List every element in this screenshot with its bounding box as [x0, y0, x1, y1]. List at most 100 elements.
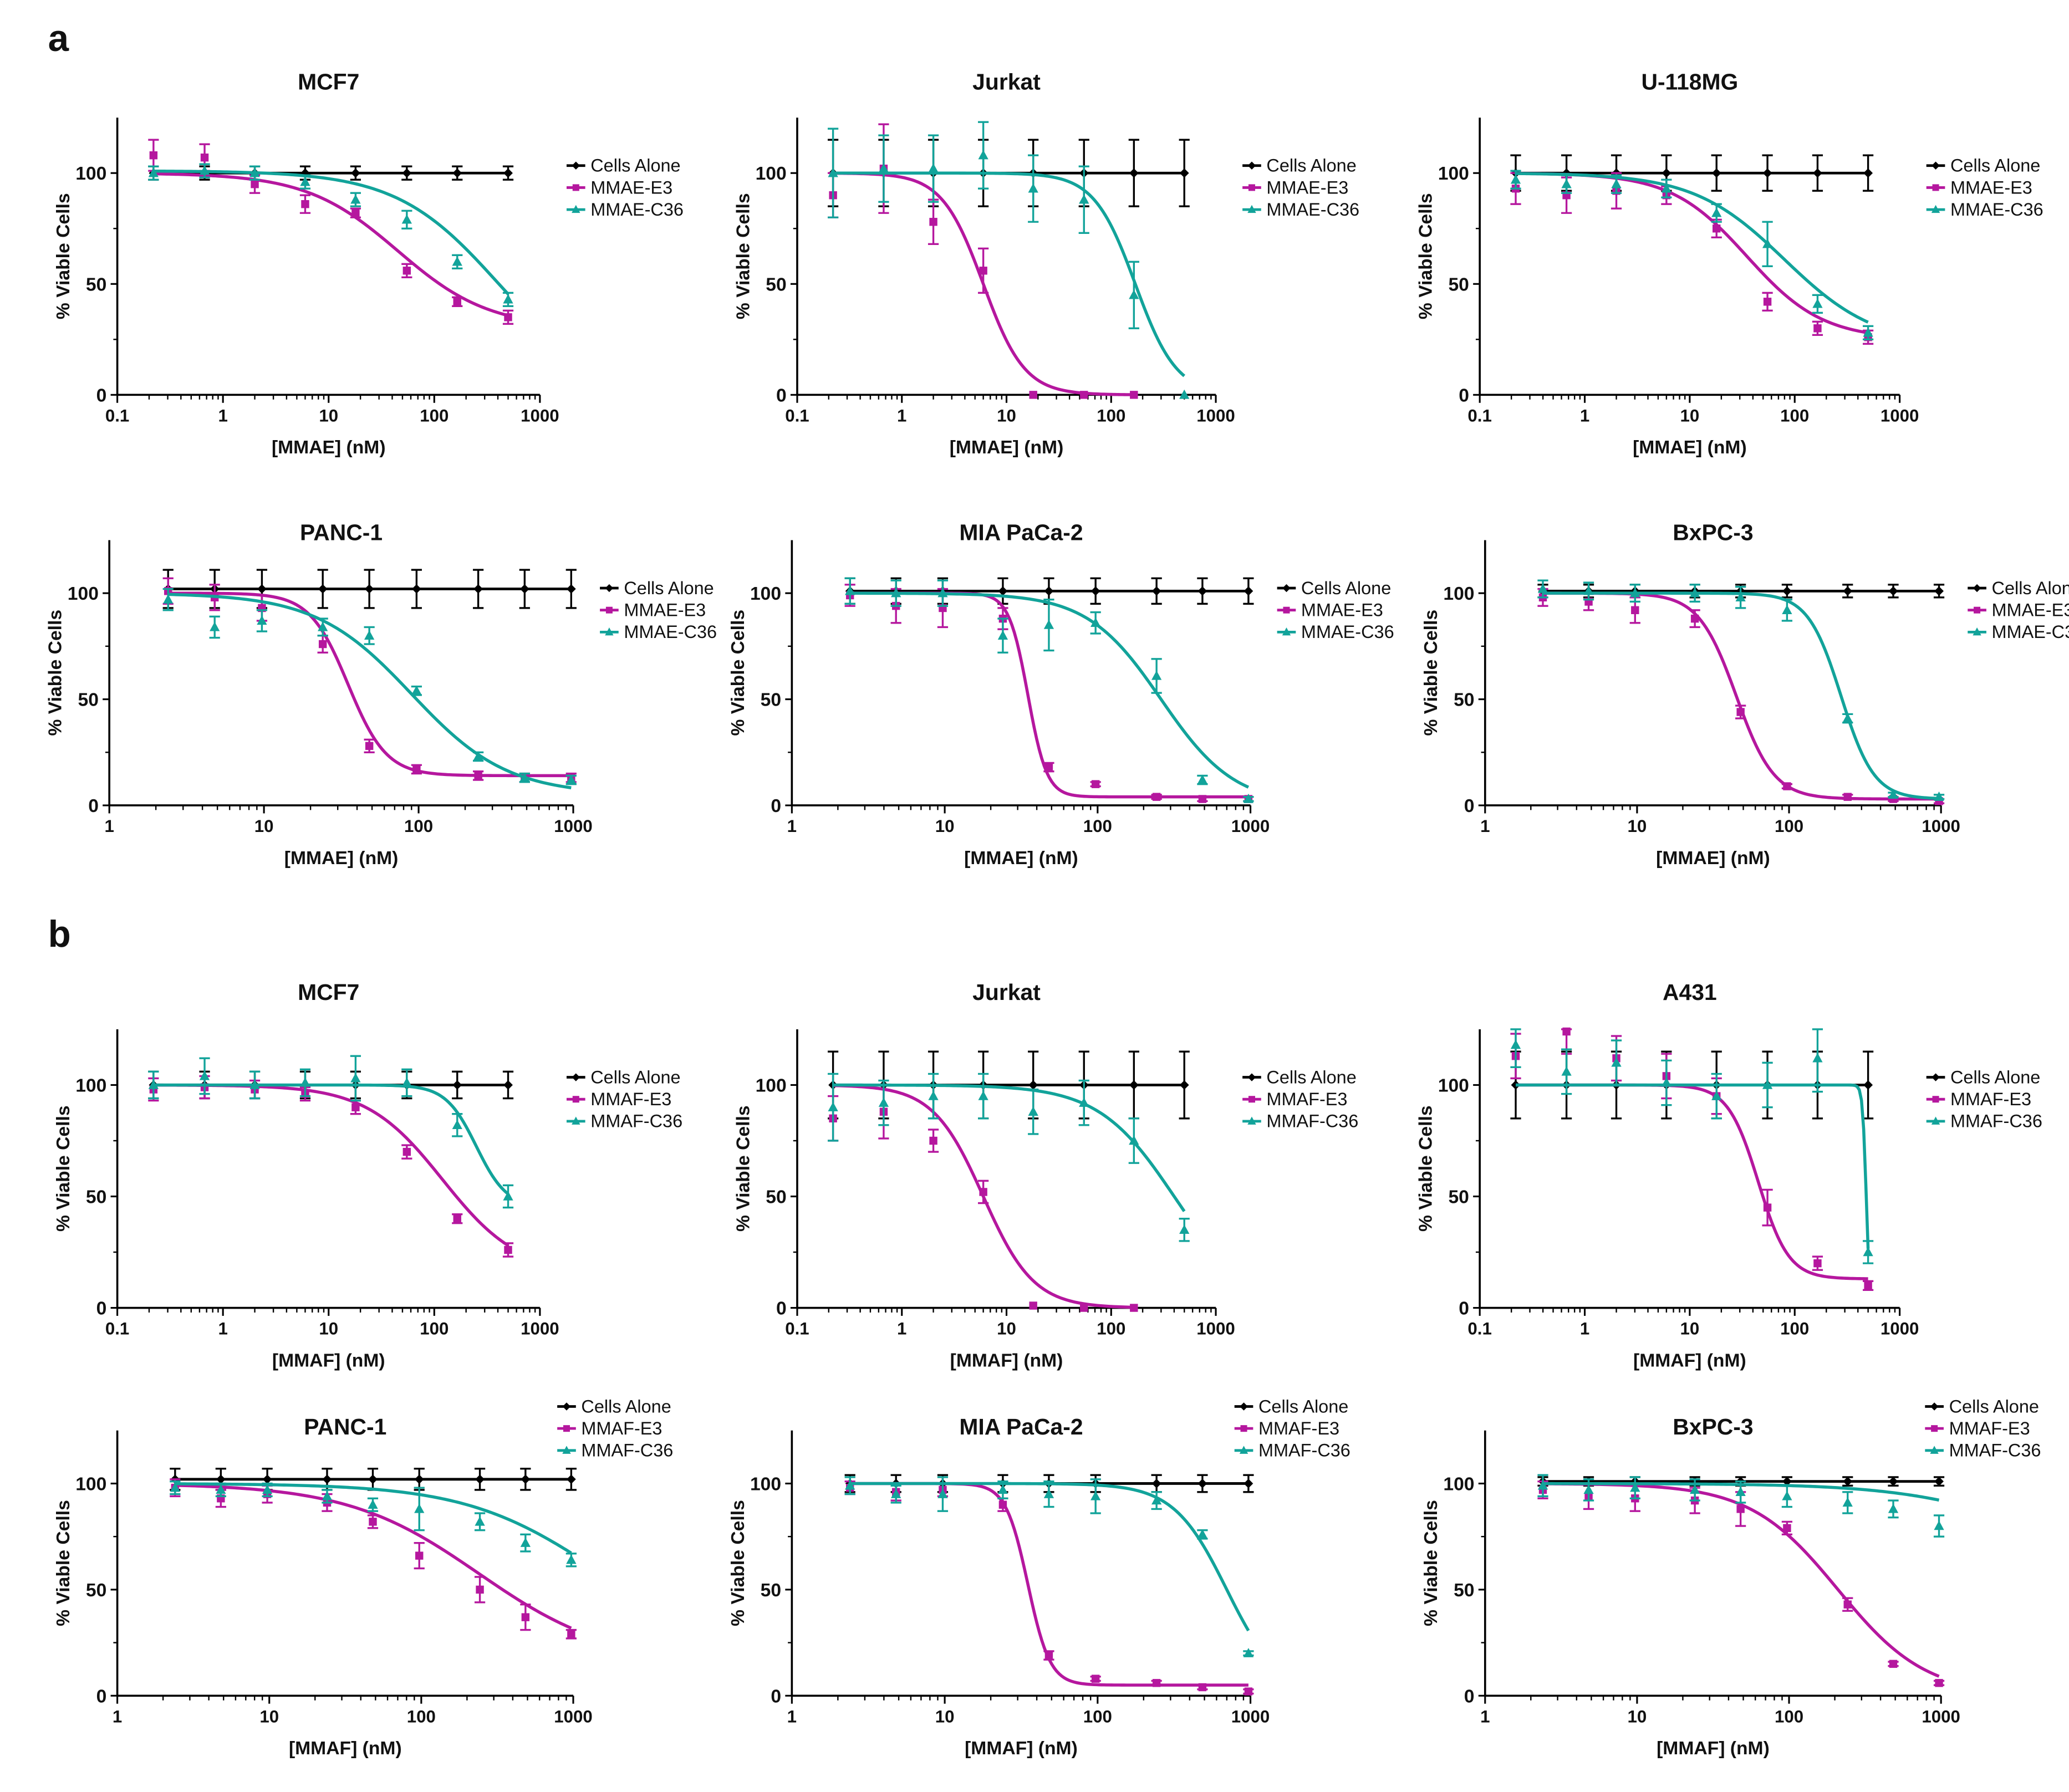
fit-curve	[1516, 1083, 1870, 1249]
data-point-diamond	[1782, 1477, 1792, 1487]
panel-letter-b: b	[48, 913, 71, 955]
data-point-square	[412, 765, 421, 774]
legend-marker	[572, 184, 579, 191]
data-point-triangle	[828, 1102, 838, 1111]
data-point-triangle	[566, 774, 577, 784]
data-point-diamond	[1129, 1080, 1139, 1090]
chart-1: Jurkat 0 50 100 0.1 1 10 100 1000 [MMAE] (nM) % Vi…	[733, 69, 1359, 458]
legend-label: MMAE-C36	[624, 622, 717, 642]
data-point-diamond	[1888, 586, 1898, 596]
legend-label: Cells Alone	[1301, 578, 1391, 598]
data-point-square	[1080, 391, 1088, 399]
x-tick-label: 1	[113, 1707, 122, 1726]
x-tick-label: 1000	[1196, 406, 1235, 425]
y-tick-label: 0	[96, 1299, 107, 1319]
chart-title: Jurkat	[972, 69, 1041, 95]
data-point-triangle	[1243, 1648, 1254, 1657]
data-point-triangle	[148, 167, 159, 177]
data-point-triangle	[1934, 1520, 1944, 1530]
data-point-triangle	[1782, 605, 1792, 615]
legend-marker	[1932, 1096, 1939, 1103]
data-point-square	[351, 209, 360, 217]
data-point-square	[1091, 780, 1100, 788]
legend-marker	[572, 1116, 580, 1125]
legend-label: MMAF-E3	[1258, 1418, 1339, 1438]
x-tick-label: 0.1	[105, 1319, 129, 1339]
x-tick-label: 10	[997, 406, 1016, 425]
series-2	[1537, 1474, 1945, 1538]
legend-marker	[1973, 584, 1981, 593]
data-point-square	[504, 313, 512, 321]
legend-label: MMAE-C36	[1950, 200, 2043, 219]
data-point-triangle	[210, 621, 220, 631]
data-point-square	[1198, 1683, 1207, 1692]
data-point-triangle	[1079, 194, 1089, 204]
data-point-triangle	[1090, 1490, 1101, 1500]
y-axis-label: % Viable Cells	[53, 193, 74, 319]
data-point-diamond	[322, 1474, 332, 1484]
legend-marker	[1932, 1073, 1940, 1081]
data-point-square	[251, 180, 259, 188]
chart-title: MCF7	[298, 979, 359, 1005]
legend-label: MMAE-E3	[1950, 177, 2032, 197]
y-tick-label: 100	[1443, 584, 1474, 604]
legend-label: MMAF-C36	[581, 1441, 673, 1461]
y-axis-label: % Viable Cells	[1421, 1500, 1441, 1626]
chart-title: BxPC-3	[1673, 519, 1753, 545]
legend-marker	[1930, 1402, 1939, 1411]
data-point-triangle	[1179, 389, 1190, 399]
data-point-square	[504, 1245, 512, 1254]
series-2	[1537, 579, 1945, 801]
chart-6: MCF7 0 50 100 0.1 1 10 100 1000 [MMAF] (nM) % Viab…	[53, 979, 682, 1371]
data-point-triangle	[1583, 1484, 1594, 1494]
data-point-triangle	[1043, 1488, 1054, 1498]
data-point-triangle	[148, 1079, 159, 1089]
data-point-diamond	[1151, 1479, 1161, 1488]
data-point-square	[1736, 1505, 1745, 1513]
y-tick-label: 50	[86, 1580, 106, 1601]
y-tick-label: 50	[86, 274, 106, 295]
x-tick-label: 10	[997, 1319, 1016, 1339]
data-point-triangle	[401, 214, 412, 224]
data-point-triangle	[1630, 1482, 1640, 1492]
legend-label: MMAE-C36	[1266, 200, 1359, 219]
data-point-diamond	[1511, 1080, 1521, 1090]
chart-9: PANC-1 0 50 100 1 10 100 1000 [MMAF] (nM) % Viabl…	[53, 1396, 673, 1759]
legend-marker	[605, 584, 614, 593]
x-tick-label: 10	[935, 816, 955, 836]
legend-marker	[1282, 584, 1291, 593]
data-point-diamond	[1662, 168, 1671, 178]
data-point-square	[1783, 1524, 1791, 1533]
data-point-triangle	[1934, 792, 1944, 801]
legend-label: MMAF-E3	[1950, 1089, 2031, 1109]
legend-label: MMAF-C36	[1950, 1111, 2042, 1131]
legend-marker	[572, 205, 580, 213]
chart-8: A431 0 50 100 0.1 1 10 100 1000 [MMAF] (nM) % Viab…	[1416, 979, 2042, 1371]
data-point-triangle	[1197, 774, 1208, 784]
data-point-triangle	[1735, 592, 1746, 602]
data-point-square	[1889, 1660, 1898, 1668]
legend-marker	[1974, 606, 1981, 614]
legend-marker	[572, 161, 580, 170]
series-2	[827, 1073, 1190, 1242]
y-axis-label: % Viable Cells	[1421, 610, 1441, 736]
legend-marker	[1239, 1446, 1248, 1454]
data-point-diamond	[1782, 586, 1792, 596]
legend-label: Cells Alone	[581, 1396, 671, 1416]
x-tick-label: 10	[1628, 816, 1647, 836]
y-tick-label: 100	[750, 584, 781, 604]
y-tick-label: 0	[776, 385, 787, 406]
legend-marker	[1931, 205, 1940, 213]
data-point-triangle	[364, 630, 375, 640]
data-point-triangle	[1689, 1484, 1700, 1494]
data-point-diamond	[1863, 168, 1873, 178]
y-axis-label: % Viable Cells	[1416, 193, 1436, 319]
data-point-triangle	[1842, 713, 1853, 723]
legend-label: Cells Alone	[624, 578, 714, 598]
y-tick-label: 50	[766, 274, 786, 295]
series-2	[148, 163, 514, 307]
data-point-diamond	[566, 1474, 576, 1484]
data-point-triangle	[1129, 289, 1139, 299]
data-point-triangle	[891, 588, 901, 598]
